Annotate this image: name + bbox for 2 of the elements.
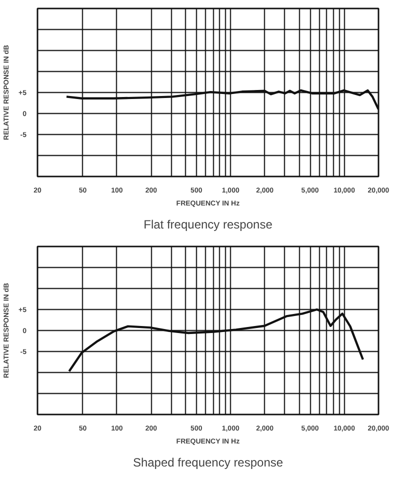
text: Shaped frequency response: [132, 456, 284, 470]
text: Flat frequency response: [144, 218, 273, 232]
